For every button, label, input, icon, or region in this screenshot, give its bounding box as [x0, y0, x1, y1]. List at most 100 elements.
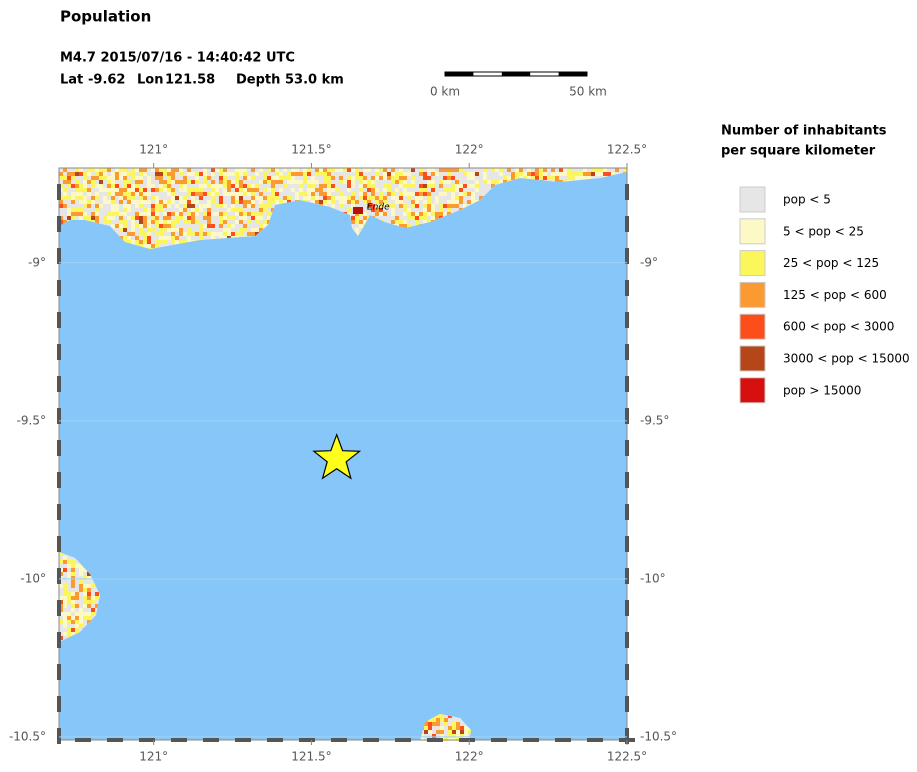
pop-cell — [255, 168, 259, 172]
pop-cell — [103, 184, 107, 188]
pop-cell — [467, 188, 471, 192]
pop-cell — [187, 212, 191, 216]
frame-dash — [235, 738, 251, 742]
pop-cell — [135, 236, 139, 240]
frame-dash — [625, 568, 629, 584]
pop-cell — [363, 216, 367, 220]
pop-cell — [251, 176, 255, 180]
pop-cell — [599, 168, 603, 172]
pop-cell — [323, 172, 327, 176]
pop-cell — [423, 212, 427, 216]
pop-cell — [443, 196, 447, 200]
pop-cell — [59, 588, 63, 592]
scale-bar — [444, 71, 588, 77]
pop-cell — [383, 208, 387, 212]
pop-cell — [223, 220, 227, 224]
pop-cell — [95, 592, 99, 596]
pop-cell — [107, 172, 111, 176]
pop-cell — [435, 176, 439, 180]
pop-cell — [432, 726, 436, 730]
pop-cell — [95, 220, 99, 224]
pop-cell — [231, 228, 235, 232]
pop-cell — [227, 168, 231, 172]
pop-cell — [243, 228, 247, 232]
pop-cell — [395, 220, 399, 224]
pop-cell — [571, 168, 575, 172]
pop-cell — [63, 204, 67, 208]
pop-cell — [559, 168, 563, 172]
pop-cell — [431, 184, 435, 188]
pop-cell — [87, 600, 91, 604]
frame-dash — [203, 738, 219, 742]
pop-cell — [203, 192, 207, 196]
pop-cell — [531, 176, 535, 180]
frame-dash — [57, 216, 61, 232]
pop-cell — [331, 180, 335, 184]
pop-cell — [443, 172, 447, 176]
pop-cell — [479, 180, 483, 184]
pop-cell — [399, 208, 403, 212]
pop-cell — [119, 180, 123, 184]
pop-cell — [95, 604, 99, 608]
pop-cell — [371, 208, 375, 212]
pop-cell — [163, 240, 167, 244]
pop-cell — [447, 212, 451, 216]
pop-cell — [63, 180, 67, 184]
pop-cell — [439, 180, 443, 184]
pop-cell — [267, 176, 271, 180]
pop-cell — [159, 232, 163, 236]
pop-cell — [71, 176, 75, 180]
pop-cell — [432, 718, 436, 722]
pop-cell — [455, 208, 459, 212]
pop-cell — [251, 212, 255, 216]
pop-cell — [127, 228, 131, 232]
pop-cell — [463, 192, 467, 196]
pop-cell — [139, 236, 143, 240]
pop-cell — [255, 188, 259, 192]
pop-cell — [63, 572, 67, 576]
pop-cell — [63, 636, 67, 640]
pop-cell — [231, 188, 235, 192]
pop-cell — [263, 180, 267, 184]
pop-cell — [267, 220, 271, 224]
pop-cell — [115, 224, 119, 228]
pop-cell — [307, 184, 311, 188]
pop-cell — [59, 556, 63, 560]
pop-cell — [107, 180, 111, 184]
pop-cell — [219, 172, 223, 176]
frame-dash — [625, 408, 629, 424]
pop-cell — [215, 224, 219, 228]
pop-cell — [151, 220, 155, 224]
pop-cell — [59, 592, 63, 596]
pop-cell — [143, 240, 147, 244]
pop-cell — [427, 196, 431, 200]
pop-cell — [223, 200, 227, 204]
pop-cell — [59, 176, 63, 180]
pop-cell — [435, 208, 439, 212]
pop-cell — [187, 204, 191, 208]
pop-cell — [595, 168, 599, 172]
pop-cell — [107, 220, 111, 224]
pop-cell — [151, 232, 155, 236]
pop-cell — [535, 176, 539, 180]
pop-cell — [191, 192, 195, 196]
pop-cell — [463, 200, 467, 204]
pop-cell — [463, 188, 467, 192]
pop-cell — [451, 188, 455, 192]
pop-cell — [491, 180, 495, 184]
pop-cell — [455, 168, 459, 172]
pop-cell — [67, 180, 71, 184]
pop-cell — [359, 204, 363, 208]
pop-cell — [251, 172, 255, 176]
pop-cell — [259, 224, 263, 228]
pop-cell — [91, 600, 95, 604]
legend-label: 600 < pop < 3000 — [783, 320, 894, 334]
pop-cell — [415, 184, 419, 188]
pop-cell — [387, 204, 391, 208]
pop-cell — [431, 188, 435, 192]
pop-cell — [271, 168, 275, 172]
pop-cell — [379, 188, 383, 192]
pop-cell — [432, 730, 436, 734]
lon-label: 122.5° — [607, 143, 647, 157]
pop-cell — [251, 224, 255, 228]
